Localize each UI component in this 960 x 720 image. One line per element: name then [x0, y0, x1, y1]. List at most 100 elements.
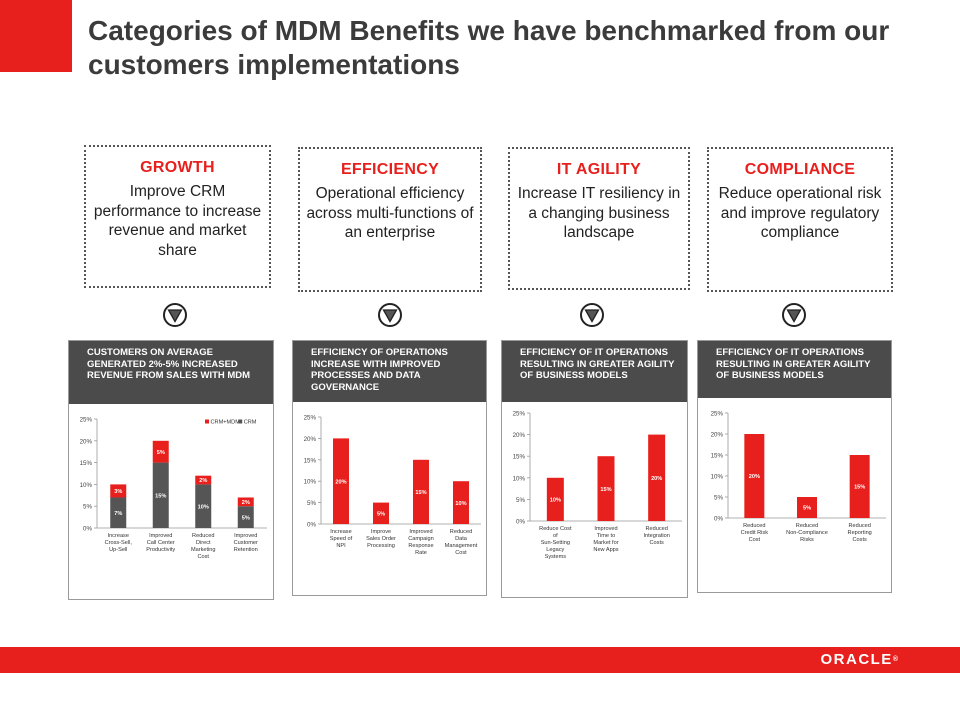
y-tick-label: 0% — [307, 522, 316, 529]
bar — [597, 456, 615, 521]
x-tick-label: Reduced — [743, 523, 765, 529]
bar — [333, 438, 349, 524]
data-label: 20% — [651, 476, 662, 482]
y-tick-label: 5% — [83, 504, 92, 511]
x-tick-label: Improved — [149, 533, 172, 539]
x-tick-label: NPI — [336, 543, 346, 549]
chart-it-agility: 0% 5% 10% 15% 20% 25% 10% Reduce CostofSun-Sett… — [513, 411, 682, 560]
x-tick-label: Rate — [415, 550, 427, 556]
brand-red-square — [0, 0, 72, 72]
y-tick-label: 20% — [304, 436, 317, 443]
x-tick-label: Non-Compliance — [786, 530, 828, 536]
chart-panel-compliance: EFFICIENCY OF IT OPERATIONS RESULTING IN… — [697, 340, 892, 593]
x-tick-label: Reduced — [796, 523, 818, 529]
category-description: Improve CRM performance to increase reve… — [93, 183, 262, 259]
x-tick-label: Call Center — [147, 540, 175, 546]
y-tick-label: 15% — [304, 457, 317, 464]
x-tick-label: Campaign — [408, 536, 434, 542]
y-tick-label: 20% — [711, 432, 724, 439]
down-arrow-icon — [378, 303, 402, 327]
bar — [195, 484, 212, 528]
bar — [648, 434, 666, 521]
x-tick-label: Data — [455, 536, 468, 542]
x-tick-label: Productivity — [146, 547, 175, 553]
bar — [237, 506, 254, 528]
x-tick-label: Improved — [594, 526, 617, 532]
x-tick-label: Risks — [800, 537, 814, 543]
data-label: 5% — [157, 450, 165, 456]
category-description: Increase IT resiliency in a changing bus… — [517, 185, 681, 241]
legend-label: CRM — [244, 420, 257, 426]
x-tick-label: Time to — [597, 533, 615, 539]
down-arrow-icon — [580, 303, 604, 327]
bar — [110, 484, 127, 498]
data-label: 15% — [415, 490, 426, 496]
y-tick-label: 20% — [513, 432, 526, 439]
y-tick-label: 10% — [80, 482, 93, 489]
bar — [195, 475, 212, 485]
x-tick-label: of — [553, 533, 558, 539]
bar — [797, 497, 817, 518]
y-tick-label: 15% — [711, 453, 724, 460]
panel-header: EFFICIENCY OF OPERATIONS INCREASE WITH I… — [293, 341, 486, 402]
chart-panel-efficiency: EFFICIENCY OF OPERATIONS INCREASE WITH I… — [292, 340, 487, 596]
logo-text: ORACLE — [820, 651, 893, 668]
panel-header: EFFICIENCY OF IT OPERATIONS RESULTING IN… — [698, 341, 891, 398]
x-tick-label: Management — [445, 543, 478, 549]
x-tick-label: Retention — [234, 547, 258, 553]
data-label: 5% — [242, 515, 250, 521]
category-title: EFFICIENCY — [340, 161, 440, 178]
x-tick-label: Reporting — [848, 530, 872, 536]
x-tick-label: Reduced — [450, 529, 472, 535]
chart-panel-growth: CUSTOMERS ON AVERAGE GENERATED 2%-5% INC… — [68, 340, 274, 600]
x-tick-label: Cost — [749, 537, 761, 543]
y-tick-label: 0% — [516, 519, 525, 526]
x-tick-label: Cross-Sell, — [105, 540, 133, 546]
y-tick-label: 25% — [304, 415, 317, 422]
panel-header: EFFICIENCY OF IT OPERATIONS RESULTING IN… — [502, 341, 687, 402]
x-tick-label: Reduce Cost — [539, 526, 572, 532]
y-tick-label: 25% — [513, 411, 526, 418]
y-tick-label: 10% — [513, 475, 526, 482]
bar — [849, 455, 870, 518]
x-tick-label: Improved — [234, 533, 257, 539]
y-tick-label: 15% — [513, 454, 526, 461]
data-label: 2% — [199, 478, 207, 484]
data-label: 15% — [854, 485, 865, 491]
y-tick-label: 25% — [711, 411, 724, 418]
data-label: 15% — [600, 487, 611, 493]
x-tick-label: Up-Sell — [109, 547, 127, 553]
x-tick-label: Reduced — [645, 526, 667, 532]
page-title: Categories of MDM Benefits we have bench… — [88, 15, 890, 80]
y-tick-label: 5% — [714, 495, 723, 502]
bar — [453, 481, 469, 524]
legend-swatch — [238, 419, 243, 424]
y-tick-label: 5% — [516, 497, 525, 504]
footer-bar: ORACLE® — [0, 647, 960, 673]
y-tick-label: 15% — [80, 460, 93, 467]
x-tick-label: Costs — [853, 537, 868, 543]
x-tick-label: Systems — [545, 554, 567, 560]
chart-growth: 0% 5% 10% 15% 20% 25% 7% 3% IncreaseCross-Sell,U… — [80, 417, 267, 560]
data-label: 10% — [198, 504, 209, 510]
x-tick-label: Increase — [108, 533, 129, 539]
data-label: 15% — [155, 494, 166, 500]
category-description: Reduce operational risk and improve regu… — [718, 185, 882, 241]
y-tick-label: 0% — [83, 526, 92, 533]
x-tick-label: Credit Risk — [741, 530, 769, 536]
oracle-logo: ORACLE® — [820, 651, 898, 668]
category-title: COMPLIANCE — [744, 161, 856, 178]
bar — [152, 440, 169, 463]
panel-header: CUSTOMERS ON AVERAGE GENERATED 2%-5% INC… — [69, 341, 273, 404]
data-label: 2% — [242, 500, 250, 506]
bar — [110, 497, 127, 528]
category-box-compliance: COMPLIANCE Reduce operational risk and i… — [707, 147, 893, 292]
y-tick-label: 5% — [307, 500, 316, 507]
x-tick-label: Cost — [197, 554, 209, 560]
x-tick-label: Customer — [234, 540, 258, 546]
bar — [152, 462, 169, 528]
data-label: 20% — [749, 474, 760, 480]
x-tick-label: Reduced — [848, 523, 870, 529]
y-tick-label: 0% — [714, 516, 723, 523]
